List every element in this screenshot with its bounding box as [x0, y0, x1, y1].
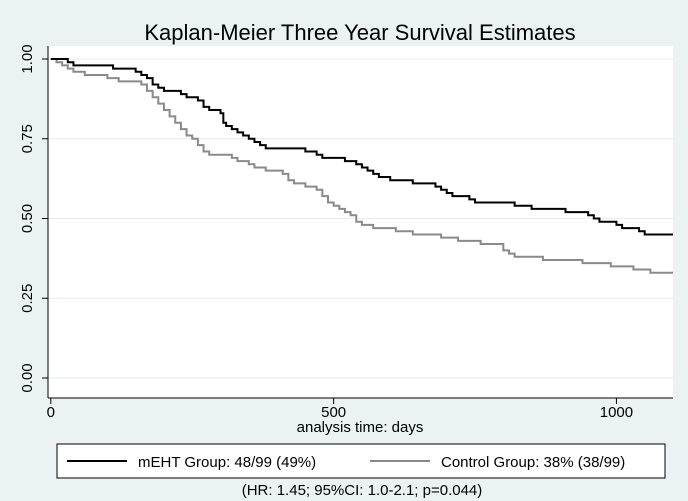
- x-tick-label-0: 0: [47, 404, 55, 421]
- chart-title: Kaplan-Meier Three Year Survival Estimat…: [144, 20, 575, 45]
- hazard-ratio-note: (HR: 1.45; 95%CI: 1.0-2.1; p=0.044): [242, 482, 483, 499]
- series-line-meht: [50, 58, 673, 236]
- series-line-control: [50, 58, 673, 274]
- grid: [48, 58, 673, 379]
- series-layer: [50, 58, 673, 274]
- x-axis-label: analysis time: days: [297, 419, 424, 436]
- legend-label-control: Control Group: 38% (38/99): [441, 454, 625, 471]
- axes: 0.00 0.25 0.50 0.75 1.00 0 500 1000: [19, 44, 673, 421]
- y-tick-label-4: 1.00: [19, 44, 36, 73]
- y-tick-label-3: 0.75: [19, 124, 36, 153]
- legend-box: [56, 443, 666, 479]
- y-tick-label-2: 0.50: [19, 204, 36, 233]
- y-tick-label-0: 0.00: [19, 363, 36, 392]
- x-tick-label-1: 500: [321, 404, 346, 421]
- x-tick-label-2: 1000: [600, 404, 633, 421]
- legend-label-meht: mEHT Group: 48/99 (49%): [138, 454, 316, 471]
- y-tick-label-1: 0.25: [19, 284, 36, 313]
